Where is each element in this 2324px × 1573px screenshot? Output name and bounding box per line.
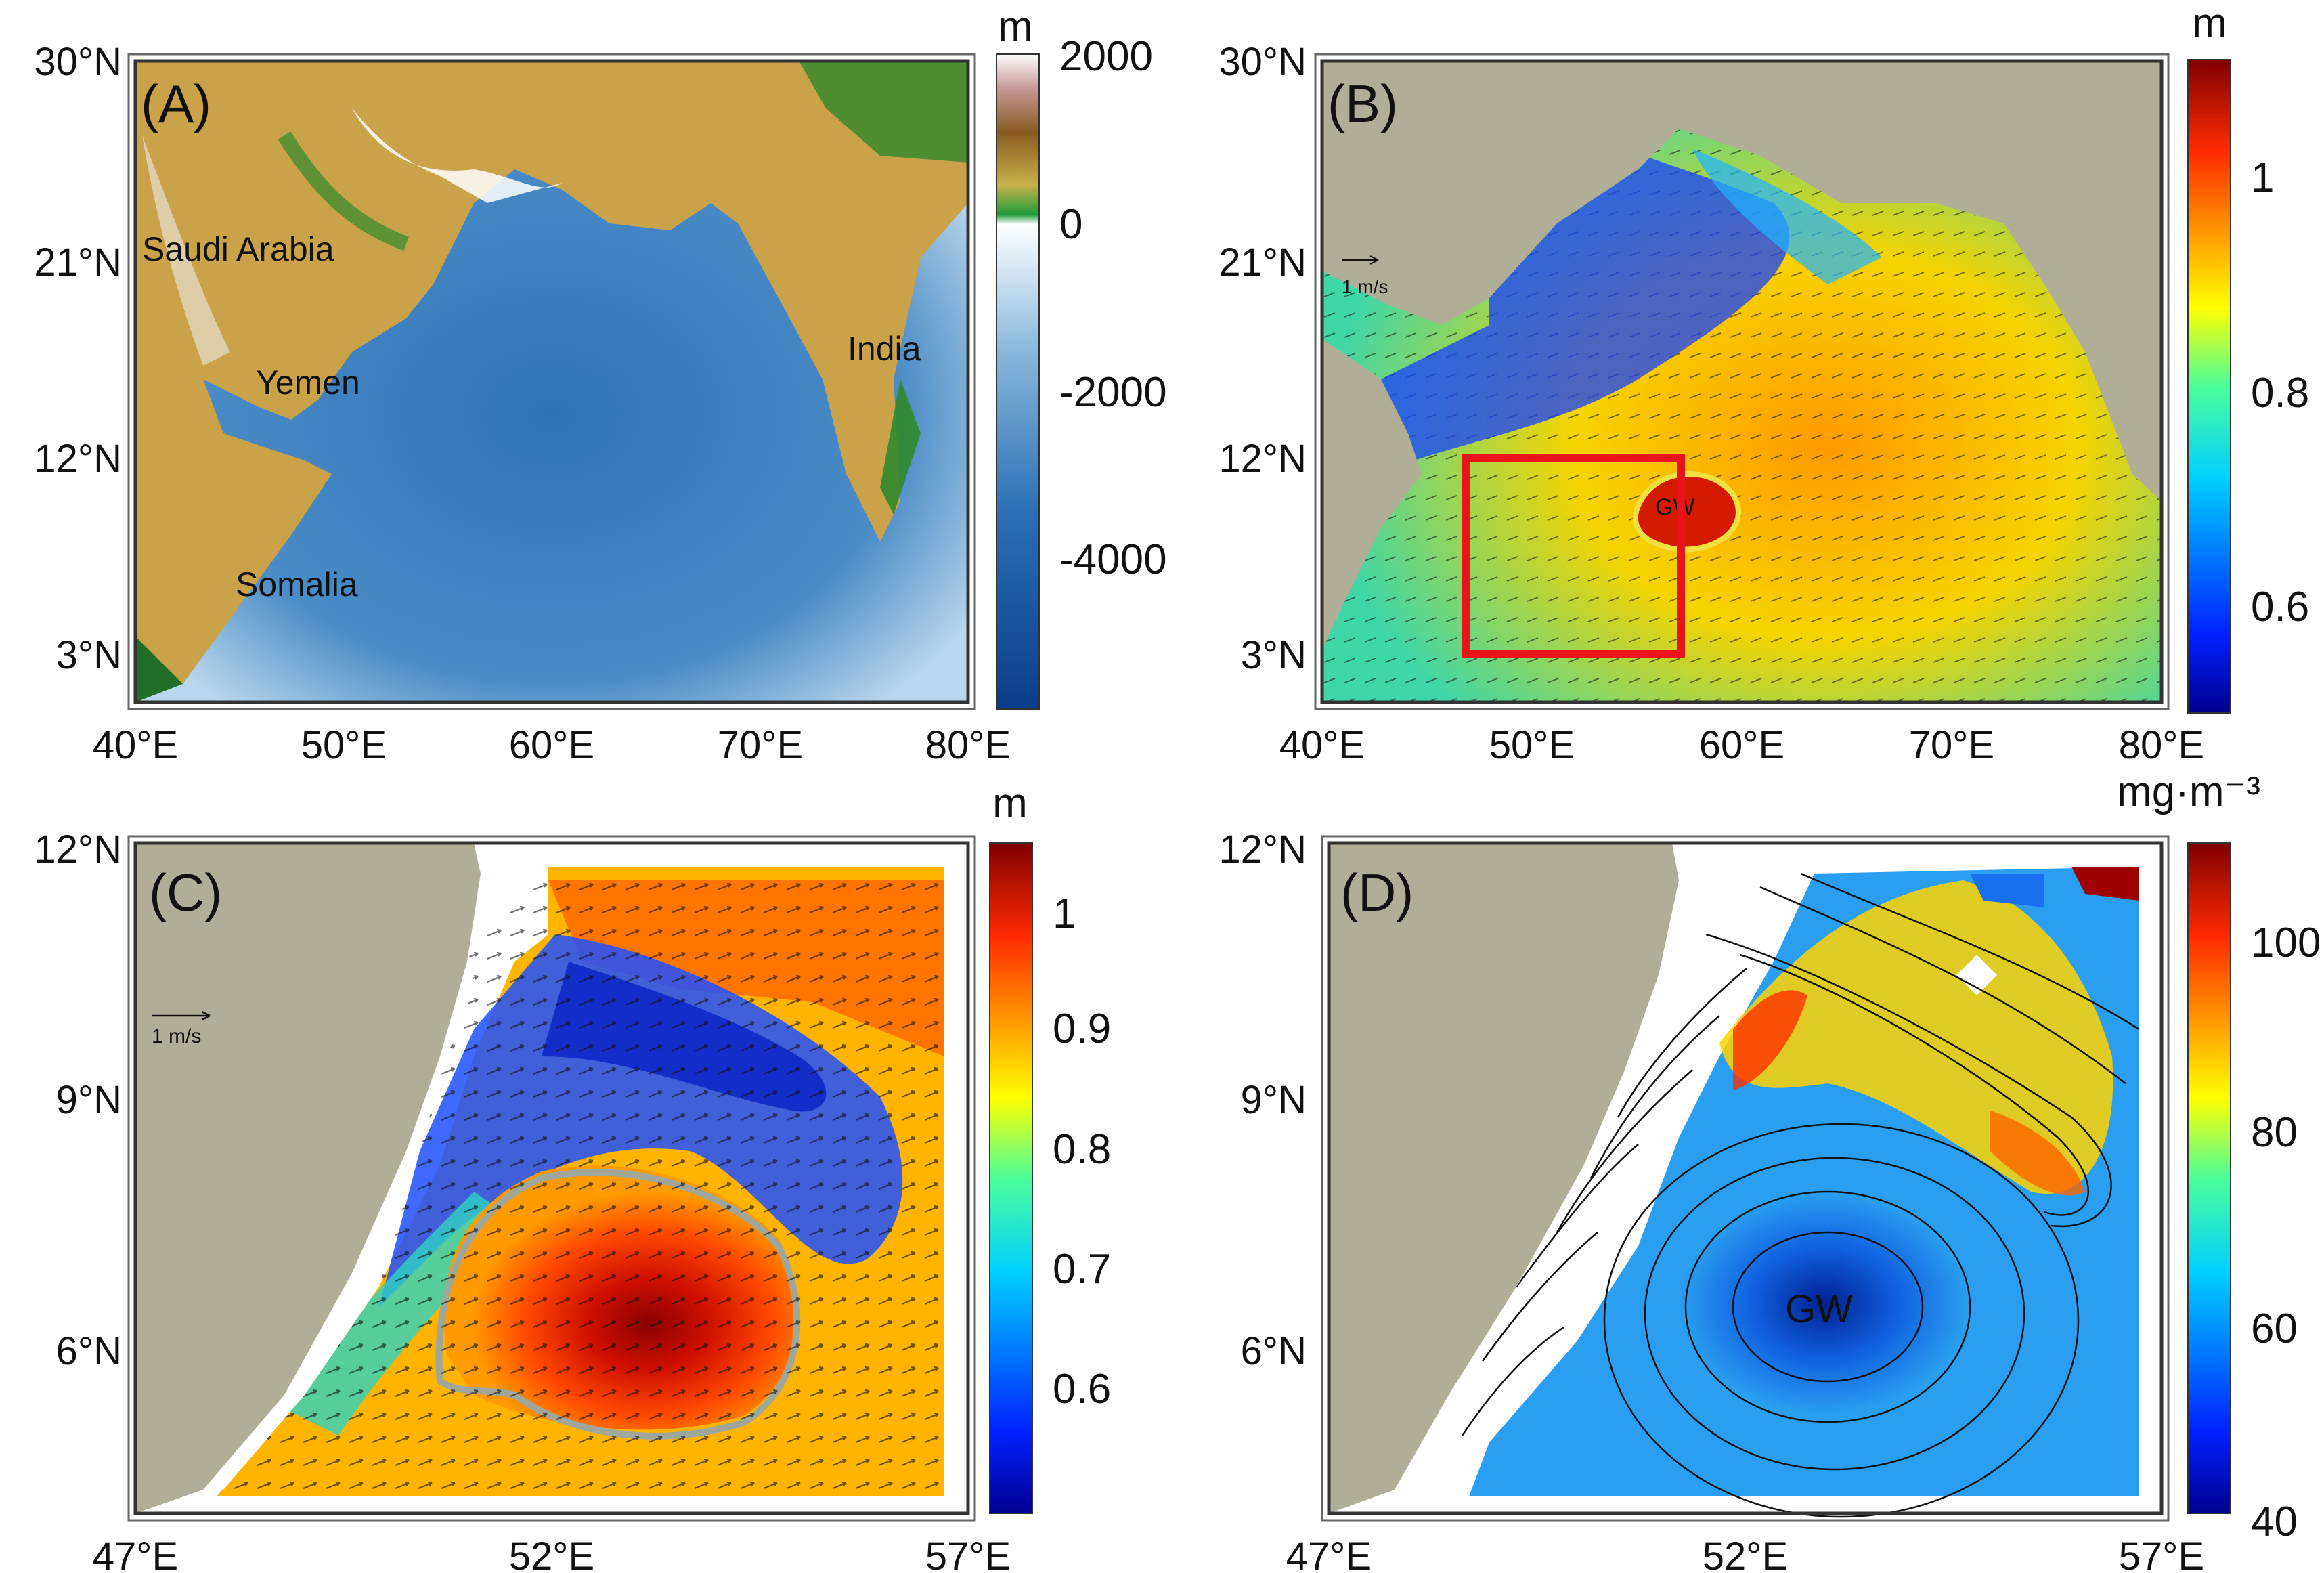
lat-tick: 6°N (56, 1329, 122, 1373)
vector-scale-arrow (1342, 255, 1379, 265)
panel-c-label: (C) (149, 863, 222, 922)
colorbar-tick: 0 (1059, 201, 1082, 248)
land-mass (135, 61, 968, 702)
colorbar-tick: 0.8 (2251, 370, 2309, 416)
panel-b-label: (B) (1328, 74, 1398, 133)
panel-a-map: Saudi Arabia Yemen Somalia India (135, 61, 968, 702)
panel-a-colorbar: m 2000 0 -2000 -4000 (996, 3, 1167, 710)
colorbar-tick: 2000 (1059, 33, 1153, 80)
colorbar-unit: m (998, 3, 1033, 50)
colorbar-tick: 40 (2251, 1499, 2298, 1545)
panel-d-frame (1327, 841, 2164, 1515)
panel-b-frame (1320, 59, 2164, 704)
vector-scale-label: 1 m/s (152, 1025, 201, 1048)
colorbar-unit: mg·m⁻³ (2117, 769, 2260, 815)
panel-c: 1 m/s (C) 12°N 9°N 6°N 47°E 52°E 57°E m … (34, 780, 1111, 1573)
lon-tick: 47°E (1286, 1534, 1372, 1573)
lat-tick: 12°N (1219, 827, 1307, 871)
place-label-somalia: Somalia (236, 565, 358, 603)
lon-tick: 60°E (509, 723, 594, 767)
colorbar-unit: m (992, 780, 1028, 827)
lon-tick: 40°E (93, 723, 178, 767)
lat-tick: 12°N (34, 437, 122, 481)
place-label-india: India (848, 330, 921, 368)
panel-b: GW 1 m/s (B) 30°N 21°N 12°N 3°N 40°E 50°… (1219, 0, 2309, 767)
lat-tick: 21°N (34, 240, 122, 284)
vector-scale-label: 1 m/s (1342, 276, 1388, 297)
colorbar-tick: 1 (1053, 890, 1076, 937)
panel-b-colorbar: m 1 0.8 0.6 (2187, 0, 2309, 714)
lon-tick: 52°E (509, 1534, 594, 1573)
colorbar-unit: m (2192, 0, 2227, 47)
study-area-box (1462, 454, 1685, 658)
lon-tick: 70°E (1909, 723, 1994, 767)
panel-d-map: GW (1329, 843, 2162, 1518)
panel-b-map: GW 1 m/s (1322, 61, 2162, 702)
gw-eddy (1632, 471, 1741, 553)
lat-tick: 3°N (1241, 633, 1307, 677)
gw-label: GW (1785, 1287, 1853, 1331)
colorbar-tick: -2000 (1059, 369, 1167, 416)
lat-tick: 6°N (1241, 1329, 1307, 1373)
lat-tick: 3°N (56, 633, 122, 677)
place-label-saudi-arabia: Saudi Arabia (142, 230, 334, 268)
colorbar-tick: 0.8 (1053, 1126, 1111, 1173)
lon-tick: 57°E (925, 1534, 1011, 1573)
lon-tick: 80°E (925, 723, 1011, 767)
vector-scale-arrow (152, 1010, 211, 1021)
colorbar-tick: 100 (2251, 920, 2321, 966)
lat-tick: 21°N (1219, 240, 1307, 284)
panel-c-frame (133, 841, 970, 1515)
lat-tick: 30°N (34, 40, 122, 84)
lon-tick: 57°E (2119, 1534, 2204, 1573)
panel-a: Saudi Arabia Yemen Somalia India (A) 30°… (34, 3, 1166, 767)
land-mass (1322, 61, 2162, 501)
land-mass (1329, 843, 1679, 1513)
land-mass (135, 843, 481, 1513)
lat-tick: 12°N (1219, 437, 1307, 481)
lon-tick: 80°E (2119, 723, 2204, 767)
colorbar-tick: 1 (2251, 154, 2274, 201)
colorbar-tick: 0.7 (1053, 1246, 1111, 1293)
lon-tick: 40°E (1279, 723, 1365, 767)
ssh-contours (1461, 872, 2140, 1518)
lat-tick: 30°N (1219, 40, 1307, 84)
lon-tick: 50°E (1489, 723, 1575, 767)
panel-a-label: (A) (141, 74, 211, 133)
place-label-yemen: Yemen (256, 364, 360, 402)
colorbar-tick: 0.9 (1053, 1006, 1111, 1052)
colorbar-tick: 80 (2251, 1109, 2298, 1156)
colorbar-tick: 60 (2251, 1306, 2298, 1352)
colorbar-tick: 0.6 (2251, 584, 2309, 630)
colorbar-tick: 0.6 (1053, 1366, 1111, 1413)
lat-tick: 9°N (56, 1078, 122, 1122)
lat-tick: 12°N (34, 827, 122, 871)
lon-tick: 47°E (93, 1534, 178, 1573)
lon-tick: 50°E (301, 723, 387, 767)
panel-d-colorbar: mg·m⁻³ 100 80 60 40 (2117, 769, 2321, 1545)
gw-label: GW (1655, 494, 1695, 520)
panel-c-map: 1 m/s (135, 843, 968, 1513)
lon-tick: 70°E (718, 723, 803, 767)
lon-tick: 52°E (1703, 1534, 1788, 1573)
panel-c-colorbar: m 1 0.9 0.8 0.7 0.6 (989, 780, 1111, 1514)
lon-tick: 60°E (1699, 723, 1784, 767)
panel-d-label: (D) (1340, 863, 1413, 922)
lat-tick: 9°N (1241, 1078, 1307, 1122)
colorbar-tick: -4000 (1059, 536, 1167, 583)
panel-a-frame (133, 59, 970, 704)
panel-d: GW (D) 12°N 9°N 6°N 47°E 52°E 57°E mg·m⁻… (1219, 769, 2321, 1573)
